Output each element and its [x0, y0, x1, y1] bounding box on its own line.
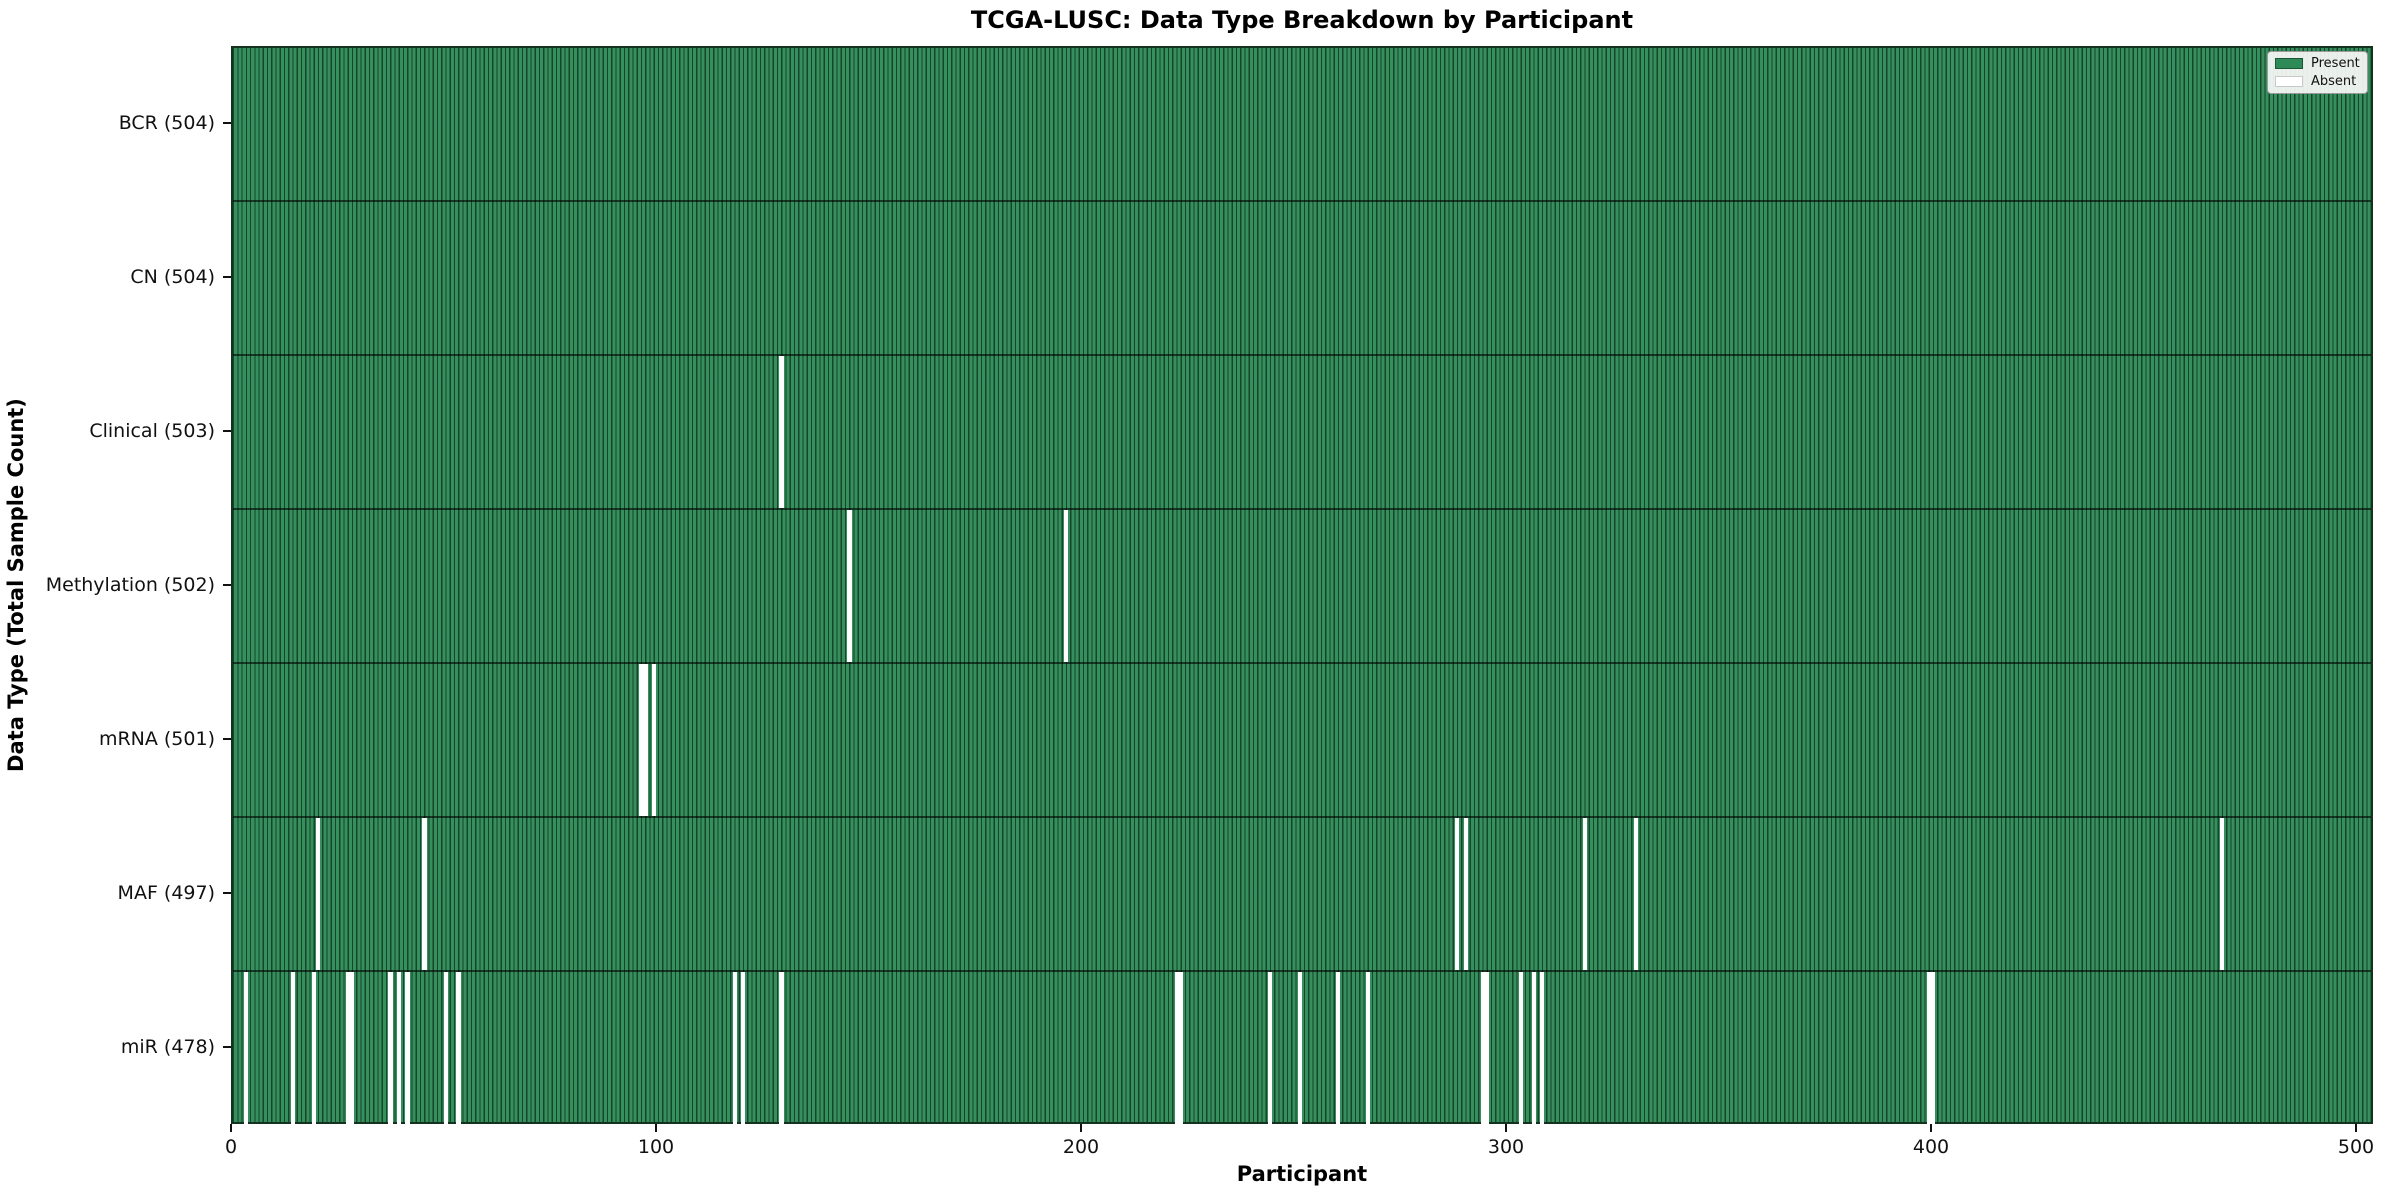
- absent-mark: [1531, 972, 1536, 1124]
- legend-present-label: Present: [2311, 56, 2360, 71]
- y-tick-mark: [223, 430, 231, 432]
- x-tick-mark: [230, 1124, 232, 1132]
- x-tick-label: 0: [224, 1136, 238, 1158]
- y-tick-mark: [223, 276, 231, 278]
- x-tick-label: 300: [1487, 1136, 1525, 1158]
- absent-mark: [388, 972, 393, 1124]
- absent-mark: [1336, 972, 1341, 1124]
- plot-area: Present Absent: [231, 46, 2373, 1124]
- absent-mark: [290, 972, 295, 1124]
- absent-mark: [311, 972, 316, 1124]
- absent-mark: [1064, 510, 1069, 662]
- y-tick-label: mRNA (501): [98, 728, 215, 750]
- absent-mark: [1174, 972, 1179, 1124]
- x-tick-mark: [1080, 1124, 1082, 1132]
- legend-entry-absent: Absent: [2275, 75, 2360, 88]
- row-separator: [233, 970, 2371, 972]
- x-tick-mark: [655, 1124, 657, 1132]
- absent-mark: [243, 972, 248, 1124]
- absent-mark: [1268, 972, 1273, 1124]
- y-tick-label: miR (478): [120, 1036, 215, 1058]
- absent-mark: [1297, 972, 1302, 1124]
- absent-mark: [732, 972, 737, 1124]
- x-tick-label: 500: [2337, 1136, 2375, 1158]
- absent-mark: [2220, 818, 2225, 970]
- legend-absent-swatch: [2275, 76, 2303, 87]
- y-tick-mark: [223, 1046, 231, 1048]
- x-tick-label: 400: [1912, 1136, 1950, 1158]
- x-tick-label: 100: [637, 1136, 675, 1158]
- absent-mark: [350, 972, 355, 1124]
- absent-mark: [1582, 818, 1587, 970]
- absent-mark: [456, 972, 461, 1124]
- legend: Present Absent: [2267, 51, 2368, 94]
- absent-mark: [1365, 972, 1370, 1124]
- row-separator: [233, 508, 2371, 510]
- row-separator: [233, 816, 2371, 818]
- absent-mark: [741, 972, 746, 1124]
- y-tick-label: CN (504): [130, 266, 215, 288]
- y-tick-label: MAF (497): [117, 882, 215, 904]
- chart-title: TCGA-LUSC: Data Type Breakdown by Partic…: [970, 6, 1634, 34]
- absent-mark: [1455, 818, 1460, 970]
- absent-mark: [639, 664, 644, 816]
- y-tick-label: Clinical (503): [89, 420, 215, 442]
- absent-mark: [396, 972, 401, 1124]
- absent-mark: [779, 972, 784, 1124]
- absent-mark: [779, 356, 784, 508]
- row-separator: [233, 662, 2371, 664]
- absent-mark: [405, 972, 410, 1124]
- y-tick-mark: [223, 892, 231, 894]
- x-tick-mark: [1930, 1124, 1932, 1132]
- absent-mark: [1463, 818, 1468, 970]
- absent-mark: [1484, 972, 1489, 1124]
- row-separator: [233, 200, 2371, 202]
- absent-mark: [1926, 972, 1931, 1124]
- y-tick-mark: [223, 584, 231, 586]
- y-tick-mark: [223, 122, 231, 124]
- x-tick-label: 200: [1062, 1136, 1100, 1158]
- absent-mark: [1633, 818, 1638, 970]
- absent-mark: [1178, 972, 1183, 1124]
- absent-mark: [422, 818, 427, 970]
- x-tick-mark: [2355, 1124, 2357, 1132]
- absent-mark: [1931, 972, 1936, 1124]
- absent-mark: [345, 972, 350, 1124]
- x-axis-label: Participant: [1236, 1162, 1368, 1186]
- y-tick-mark: [223, 738, 231, 740]
- legend-present-swatch: [2275, 58, 2303, 69]
- legend-entry-present: Present: [2275, 57, 2360, 70]
- row-separator: [233, 354, 2371, 356]
- absent-mark: [316, 818, 321, 970]
- y-tick-label: BCR (504): [118, 112, 215, 134]
- absent-mark: [643, 664, 648, 816]
- legend-absent-label: Absent: [2311, 74, 2357, 89]
- absent-mark: [443, 972, 448, 1124]
- absent-mark: [1540, 972, 1545, 1124]
- y-tick-label: Methylation (502): [45, 574, 215, 596]
- absent-mark: [847, 510, 852, 662]
- absent-mark: [1518, 972, 1523, 1124]
- absent-mark: [1480, 972, 1485, 1124]
- x-tick-mark: [1505, 1124, 1507, 1132]
- absent-mark: [651, 664, 656, 816]
